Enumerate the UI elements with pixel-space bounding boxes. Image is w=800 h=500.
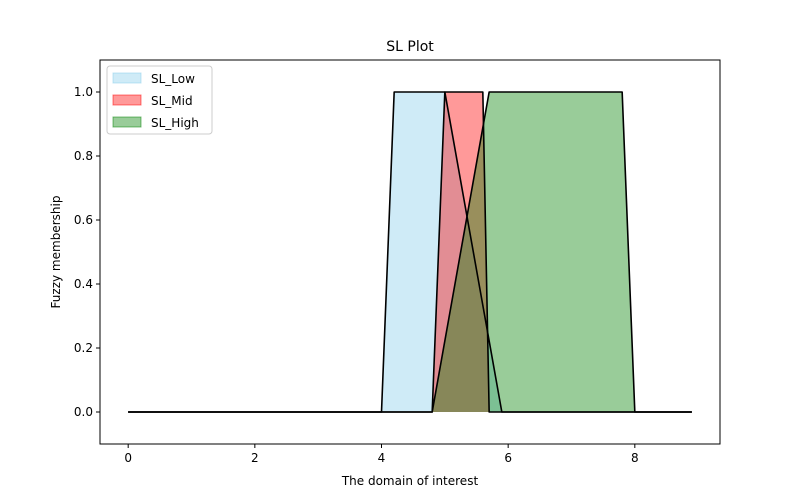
- y-tick-label: 0.4: [74, 277, 93, 291]
- chart-title: SL Plot: [386, 39, 434, 55]
- legend-label: SL_Mid: [151, 94, 193, 108]
- y-axis: 0.0 0.2 0.4 0.6 0.8 1.0: [74, 85, 100, 419]
- legend: SL_Low SL_Mid SL_High: [106, 65, 213, 135]
- legend-swatch: [112, 72, 142, 84]
- x-tick-label: 2: [251, 451, 259, 465]
- x-tick-label: 8: [631, 451, 639, 465]
- y-tick-label: 0.8: [74, 149, 93, 163]
- y-tick-label: 0.6: [74, 213, 93, 227]
- y-tick-label: 0.2: [74, 341, 93, 355]
- x-tick-label: 6: [504, 451, 512, 465]
- plot-frame: [99, 59, 721, 445]
- legend-swatch: [112, 116, 142, 128]
- x-axis: 0 2 4 6 8: [124, 444, 639, 465]
- x-axis-label: The domain of interest: [341, 474, 479, 488]
- plot-area: [128, 91, 692, 413]
- area-sl-low: [128, 92, 692, 412]
- legend-label: SL_Low: [151, 72, 195, 86]
- x-tick-label: 4: [378, 451, 386, 465]
- y-tick-label: 1.0: [74, 85, 93, 99]
- legend-label: SL_High: [151, 116, 199, 130]
- legend-swatch: [112, 94, 142, 106]
- area-sl-high: [128, 92, 692, 412]
- y-tick-label: 0.0: [74, 405, 93, 419]
- line-sl-high: [128, 91, 692, 413]
- x-tick-label: 0: [124, 451, 132, 465]
- y-axis-label: Fuzzy membership: [49, 196, 63, 309]
